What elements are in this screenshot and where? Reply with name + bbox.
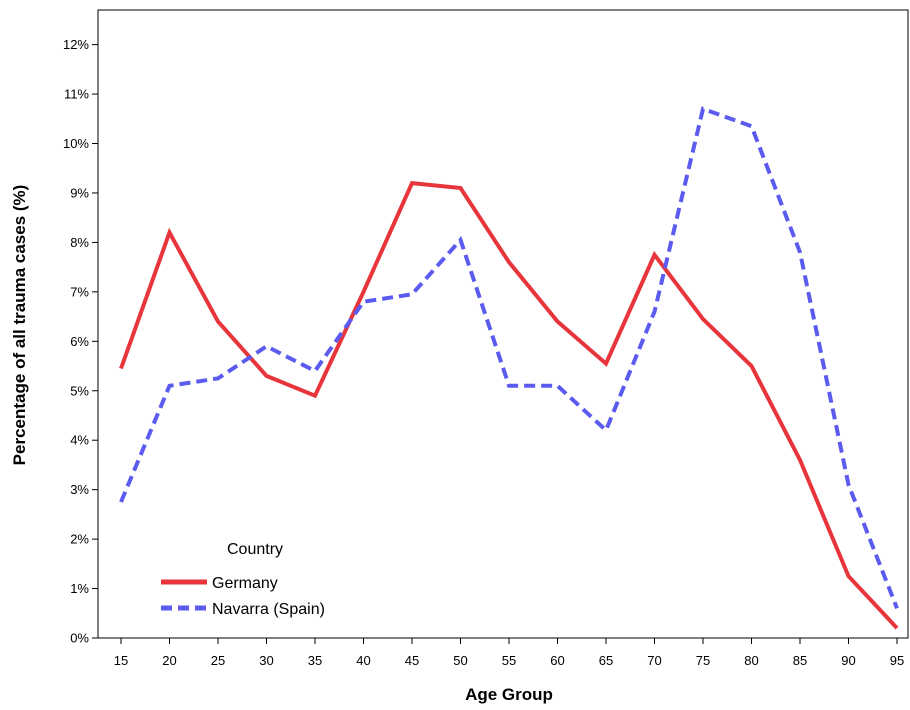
y-tick-label: 4%	[70, 433, 89, 448]
x-tick-label: 50	[453, 653, 467, 668]
series-line-navarra-spain	[119, 106, 899, 610]
x-tick-label: 25	[211, 653, 225, 668]
x-tick-label: 85	[793, 653, 807, 668]
y-tick-label: 1%	[70, 581, 89, 596]
axes-layer	[97, 9, 909, 639]
legend-title: Country	[227, 541, 283, 558]
x-tick-label: 15	[114, 653, 128, 668]
x-tick-label: 70	[647, 653, 661, 668]
y-tick-label: 0%	[70, 631, 89, 646]
x-tick-label: 80	[744, 653, 758, 668]
x-tick-label: 30	[259, 653, 273, 668]
x-tick-label: 60	[550, 653, 564, 668]
legend-label-navarra: Navarra (Spain)	[212, 601, 325, 618]
legend-label-germany: Germany	[212, 575, 278, 592]
x-tick-label: 35	[308, 653, 322, 668]
x-tick-label: 95	[890, 653, 904, 668]
y-tick-label: 9%	[70, 185, 89, 200]
y-tick-label: 3%	[70, 482, 89, 497]
tick-layer: 0% 1% 2% 3% 4% 5% 6% 7% 8% 9% 10% 11% 12% 15 20 25 30 35 4…	[63, 37, 904, 668]
legend: Country Germany Navarra (Spain)	[161, 541, 325, 618]
plot-frame	[97, 9, 909, 639]
y-axis-title: Percentage of all trauma cases (%)	[10, 185, 29, 466]
y-tick-label: 12%	[63, 37, 89, 52]
x-axis-title: Age Group	[465, 685, 553, 704]
x-tick-label: 55	[502, 653, 516, 668]
x-tick-label: 40	[356, 653, 370, 668]
series-layer	[119, 106, 899, 630]
y-tick-label: 8%	[70, 235, 89, 250]
y-tick-label: 7%	[70, 284, 89, 299]
x-tick-label: 65	[599, 653, 613, 668]
y-tick-label: 2%	[70, 532, 89, 547]
x-tick-label: 75	[696, 653, 710, 668]
x-tick-label: 90	[841, 653, 855, 668]
y-tick-label: 5%	[70, 383, 89, 398]
y-tick-label: 11%	[64, 87, 89, 102]
y-tick-label: 10%	[63, 136, 89, 151]
x-tick-label: 20	[162, 653, 176, 668]
y-tick-label: 6%	[70, 334, 89, 349]
x-tick-label: 45	[405, 653, 419, 668]
